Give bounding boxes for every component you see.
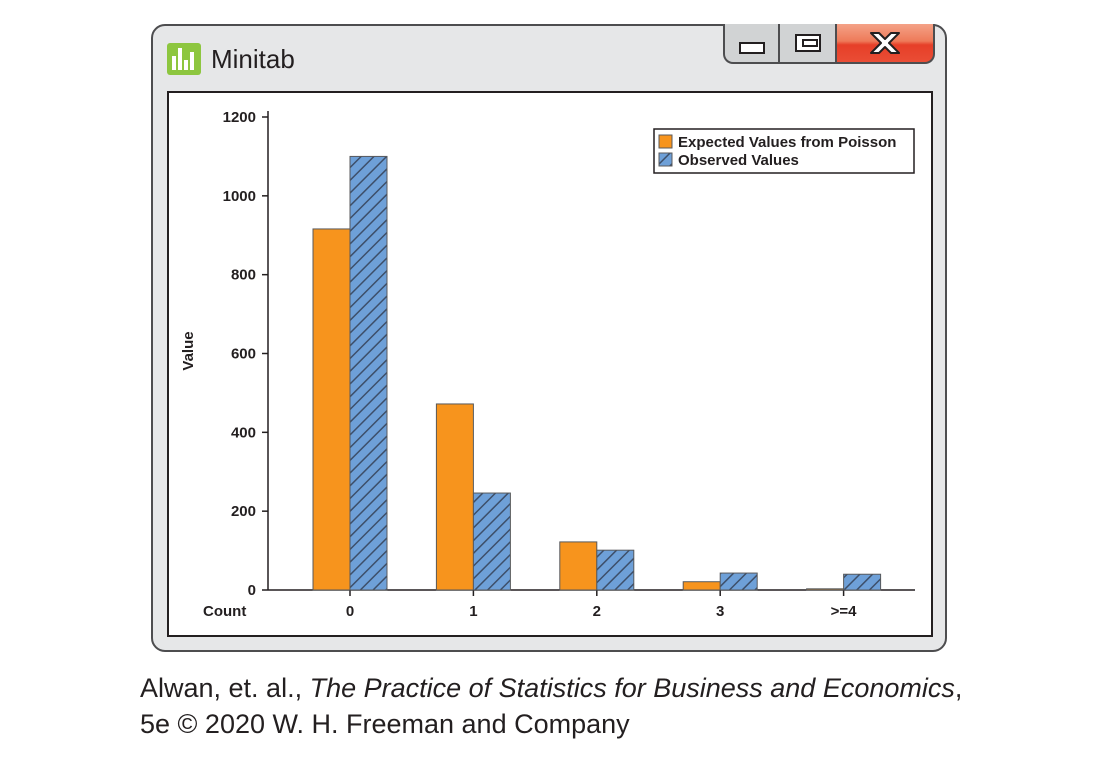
x-tick-label: 3 bbox=[716, 603, 724, 620]
caption-edition-line: 5e © 2020 W. H. Freeman and Company bbox=[140, 709, 630, 739]
legend-label: Observed Values bbox=[678, 152, 799, 169]
legend-swatch bbox=[658, 134, 673, 149]
legend-swatch bbox=[658, 152, 673, 167]
minimize-button[interactable] bbox=[723, 24, 779, 64]
bar-observed bbox=[719, 572, 758, 591]
bar-observed bbox=[472, 492, 511, 591]
legend-box bbox=[653, 128, 915, 174]
bar-expected bbox=[806, 588, 845, 591]
caption-comma: , bbox=[954, 673, 963, 703]
y-tick-label: 600 bbox=[231, 346, 256, 363]
close-button[interactable] bbox=[835, 24, 935, 64]
y-axis-title: Value bbox=[180, 331, 197, 370]
bar-observed bbox=[843, 573, 882, 591]
figure-caption: Alwan, et. al., The Practice of Statisti… bbox=[140, 670, 962, 742]
caption-line-1: Alwan, et. al., The Practice of Statisti… bbox=[140, 670, 962, 706]
bar-expected bbox=[682, 581, 721, 591]
minitab-app-icon bbox=[167, 43, 201, 75]
chart-panel: 0 200 400 600 800 1000 1200 Value Count 0 1 2 3 >=4 E… bbox=[167, 91, 933, 637]
close-icon bbox=[870, 32, 900, 54]
window-title: Minitab bbox=[211, 44, 295, 74]
legend-label: Expected Values from Poisson bbox=[678, 134, 896, 151]
caption-book-title: The Practice of Statistics for Business … bbox=[309, 673, 955, 703]
restore-button[interactable] bbox=[779, 24, 835, 64]
y-tick-label: 200 bbox=[231, 503, 256, 520]
bar-observed bbox=[349, 155, 388, 591]
y-tick-label: 0 bbox=[248, 582, 256, 599]
minimize-icon bbox=[738, 42, 765, 54]
x-tick-label: 0 bbox=[346, 603, 354, 620]
y-tick-label: 800 bbox=[231, 267, 256, 284]
y-tick-label: 400 bbox=[231, 424, 256, 441]
x-tick-label: 2 bbox=[593, 603, 601, 620]
window-controls bbox=[723, 24, 935, 66]
restore-icon bbox=[794, 34, 821, 52]
x-tick-label: >=4 bbox=[831, 603, 858, 620]
x-tick-label: 1 bbox=[469, 603, 477, 620]
x-axis-category-title: Count bbox=[203, 603, 246, 620]
caption-authors: Alwan, et. al., bbox=[140, 673, 310, 703]
y-tick-label: 1000 bbox=[223, 188, 256, 205]
bar-expected bbox=[312, 228, 351, 591]
bar-expected bbox=[559, 541, 598, 591]
y-tick-label: 1200 bbox=[223, 109, 256, 126]
bar-observed bbox=[596, 549, 635, 591]
bar-expected bbox=[435, 403, 474, 591]
